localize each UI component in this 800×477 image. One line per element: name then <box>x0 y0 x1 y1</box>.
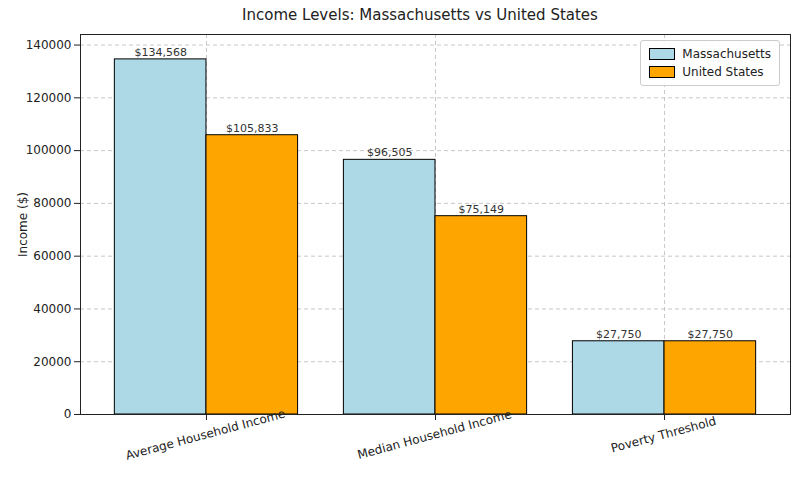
svg-text:60000: 60000 <box>33 249 71 263</box>
svg-text:$27,750: $27,750 <box>596 328 642 341</box>
svg-text:100000: 100000 <box>26 143 72 157</box>
html-text:United States: United States <box>682 65 764 79</box>
svg-text:$75,149: $75,149 <box>459 203 505 216</box>
html-text:Income Levels: Massachusetts v: Income Levels: Massachusetts vs United S… <box>242 6 598 24</box>
svg-text:Median Household Income: Median Household Income <box>356 407 513 462</box>
svg-text:80000: 80000 <box>33 196 71 210</box>
svg-text:0: 0 <box>64 407 72 421</box>
svg-text:$96,505: $96,505 <box>367 146 413 159</box>
svg-text:Average Household Income: Average Household Income <box>124 406 287 463</box>
svg-text:$105,833: $105,833 <box>226 122 279 135</box>
svg-text:Poverty Threshold: Poverty Threshold <box>609 414 717 456</box>
svg-text:20000: 20000 <box>33 355 71 369</box>
svg-text:$27,750: $27,750 <box>688 328 734 341</box>
svg-text:$134,568: $134,568 <box>134 46 187 59</box>
svg-text:140000: 140000 <box>26 38 72 52</box>
html-text:Massachusetts: Massachusetts <box>682 47 771 61</box>
svg-text:120000: 120000 <box>26 91 72 105</box>
svg-text:40000: 40000 <box>33 302 71 316</box>
svg-text:Income ($): Income ($) <box>16 192 30 257</box>
